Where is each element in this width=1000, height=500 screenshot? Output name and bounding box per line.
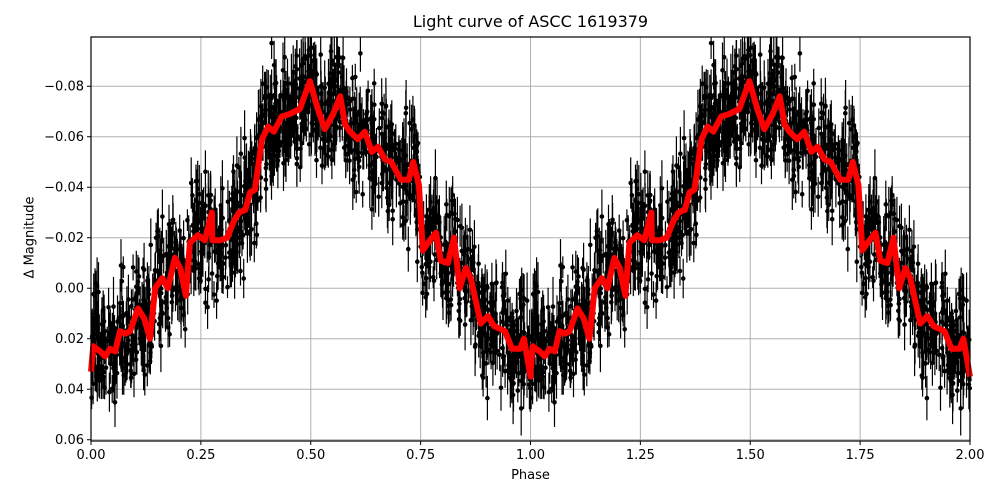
x-tick-label: 0.75 xyxy=(406,448,435,463)
chart-title: Light curve of ASCC 1619379 xyxy=(412,12,649,31)
y-tick-label: 0.02 xyxy=(55,332,84,347)
y-tick-label: −0.04 xyxy=(44,181,84,196)
x-tick-label: 2.00 xyxy=(956,448,985,463)
y-tick-label: 0.04 xyxy=(55,383,84,398)
x-axis-label: Phase xyxy=(511,468,550,483)
x-tick-label: 0.25 xyxy=(186,448,215,463)
y-tick-label: 0.00 xyxy=(55,282,84,297)
x-tick-label: 1.50 xyxy=(736,448,765,463)
y-tick-label: 0.06 xyxy=(55,433,84,448)
x-tick-label: 0.50 xyxy=(296,448,325,463)
axis-ticks: 0.00 0.25 0.50 0.75 1.00 1.25 1.50 1.75 2.00 −0.0… xyxy=(44,80,984,463)
x-tick-label: 1.75 xyxy=(846,448,875,463)
y-tick-label: −0.02 xyxy=(44,231,84,246)
x-tick-label: 1.00 xyxy=(516,448,545,463)
y-tick-label: −0.06 xyxy=(44,130,84,145)
x-tick-label: 1.25 xyxy=(626,448,655,463)
y-tick-label: −0.08 xyxy=(44,80,84,95)
x-tick-label: 0.00 xyxy=(77,448,106,463)
binned-model-curve xyxy=(88,78,973,380)
